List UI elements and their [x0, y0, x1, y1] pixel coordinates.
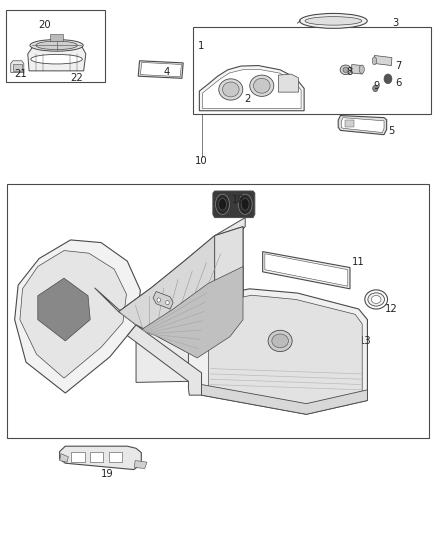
Bar	[109, 452, 122, 462]
Bar	[6, 10, 106, 82]
Ellipse shape	[157, 298, 160, 302]
Text: 12: 12	[385, 304, 398, 314]
Ellipse shape	[254, 78, 270, 93]
Text: 2: 2	[244, 94, 251, 104]
Polygon shape	[188, 320, 243, 394]
Bar	[90, 452, 103, 462]
Bar	[50, 34, 63, 41]
Polygon shape	[38, 278, 90, 341]
Text: 20: 20	[38, 20, 51, 30]
Polygon shape	[199, 66, 304, 111]
Ellipse shape	[365, 290, 388, 309]
Polygon shape	[141, 62, 181, 77]
Bar	[71, 452, 85, 462]
Polygon shape	[11, 61, 24, 72]
Text: 10: 10	[195, 156, 208, 166]
Polygon shape	[338, 116, 387, 135]
Bar	[13, 64, 21, 71]
Polygon shape	[201, 384, 367, 414]
Polygon shape	[208, 295, 362, 408]
Bar	[7, 183, 428, 438]
Ellipse shape	[371, 295, 381, 303]
Text: 4: 4	[163, 68, 170, 77]
Polygon shape	[279, 74, 298, 92]
Text: 7: 7	[395, 61, 401, 70]
Ellipse shape	[166, 301, 169, 305]
Polygon shape	[20, 251, 127, 378]
Text: 6: 6	[395, 78, 401, 88]
Polygon shape	[263, 252, 350, 289]
Ellipse shape	[241, 198, 249, 210]
Polygon shape	[374, 55, 392, 66]
Polygon shape	[60, 454, 68, 462]
Polygon shape	[213, 191, 255, 217]
Text: 5: 5	[388, 126, 395, 136]
Ellipse shape	[219, 198, 226, 210]
Bar	[345, 120, 354, 127]
Text: 14: 14	[232, 357, 245, 367]
Ellipse shape	[372, 57, 377, 64]
Polygon shape	[127, 325, 201, 395]
Ellipse shape	[223, 82, 239, 97]
Ellipse shape	[238, 194, 252, 214]
Ellipse shape	[31, 54, 82, 64]
Ellipse shape	[368, 293, 385, 306]
Text: 1: 1	[198, 41, 205, 51]
Ellipse shape	[268, 330, 292, 352]
Polygon shape	[136, 325, 188, 382]
Polygon shape	[138, 61, 183, 78]
Text: 22: 22	[71, 73, 84, 83]
Ellipse shape	[36, 41, 78, 50]
Ellipse shape	[300, 13, 367, 28]
Ellipse shape	[340, 65, 351, 75]
Polygon shape	[202, 69, 301, 109]
Text: 9: 9	[373, 81, 379, 91]
Text: 17: 17	[88, 283, 101, 293]
Ellipse shape	[359, 65, 364, 74]
Ellipse shape	[215, 194, 230, 214]
Text: 19: 19	[101, 469, 114, 479]
Polygon shape	[28, 46, 86, 71]
Polygon shape	[60, 446, 141, 470]
Ellipse shape	[384, 74, 392, 84]
Ellipse shape	[30, 39, 83, 51]
Text: 13: 13	[359, 336, 371, 346]
Text: 8: 8	[347, 68, 353, 77]
Text: 16: 16	[145, 296, 158, 306]
Polygon shape	[119, 227, 243, 353]
Polygon shape	[341, 118, 384, 133]
Polygon shape	[188, 227, 243, 353]
Ellipse shape	[343, 67, 348, 72]
Polygon shape	[265, 254, 348, 286]
Text: 21: 21	[14, 69, 27, 79]
Ellipse shape	[305, 17, 362, 25]
Text: 15: 15	[149, 320, 162, 330]
Ellipse shape	[250, 75, 274, 96]
Polygon shape	[201, 289, 367, 414]
Polygon shape	[95, 217, 245, 325]
Polygon shape	[134, 461, 147, 469]
Bar	[193, 27, 431, 114]
Text: 11: 11	[352, 257, 365, 267]
Ellipse shape	[373, 85, 378, 92]
Text: 3: 3	[393, 18, 399, 28]
Ellipse shape	[272, 334, 288, 348]
Polygon shape	[352, 64, 362, 74]
Polygon shape	[14, 240, 141, 393]
Text: 18: 18	[232, 195, 245, 205]
Polygon shape	[141, 266, 243, 358]
Ellipse shape	[219, 79, 243, 100]
Polygon shape	[153, 292, 173, 309]
